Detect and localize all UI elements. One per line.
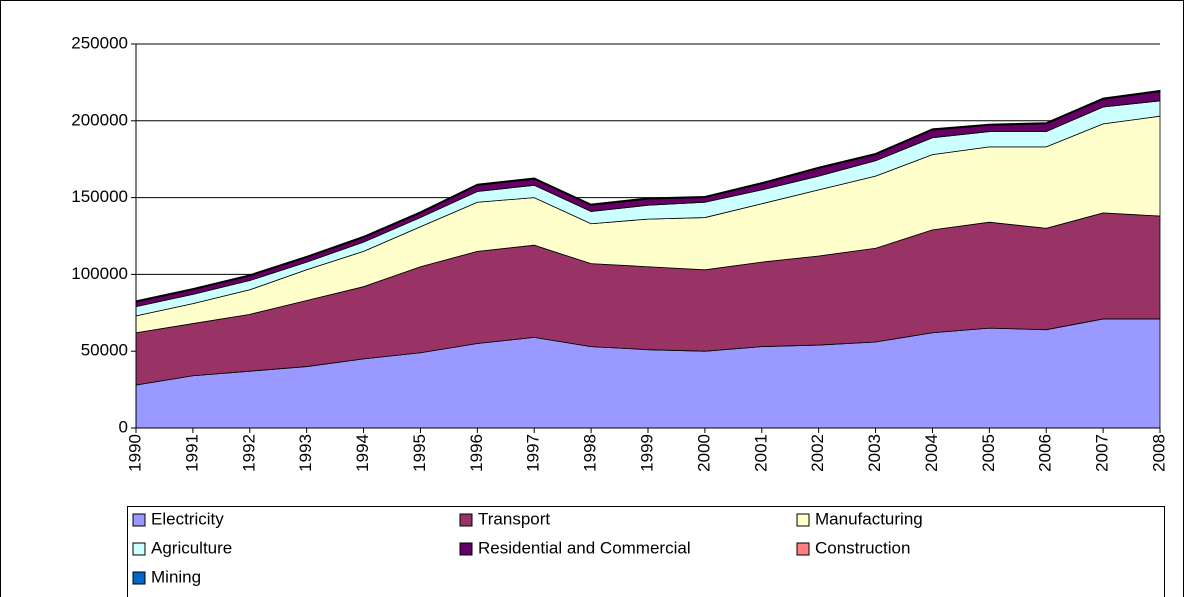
legend-box <box>127 506 1165 597</box>
x-tick-label: 2000 <box>694 434 713 472</box>
legend-swatch <box>459 513 473 527</box>
x-tick-label: 1993 <box>296 434 315 472</box>
x-tick-label: 1991 <box>182 434 201 472</box>
legend-label: Mining <box>151 567 201 586</box>
x-tick-label: 1998 <box>581 434 600 472</box>
x-tick-label: 2004 <box>922 434 941 472</box>
x-tick-label: 2002 <box>808 434 827 472</box>
x-tick-label: 2003 <box>865 434 884 472</box>
x-tick-label: 1994 <box>353 434 372 472</box>
legend-swatch <box>796 513 810 527</box>
legend-swatch <box>459 542 473 556</box>
x-tick-label: 2006 <box>1036 434 1055 472</box>
x-tick-label: 1997 <box>524 434 543 472</box>
x-tick-label: 1995 <box>410 434 429 472</box>
x-tick-label: 2001 <box>751 434 770 472</box>
x-tick-label: 1999 <box>637 434 656 472</box>
x-tick-label: 1996 <box>467 434 486 472</box>
x-tick-label: 2005 <box>979 434 998 472</box>
x-tick-label: 2007 <box>1093 434 1112 472</box>
legend-label: Electricity <box>151 509 224 528</box>
legend-label: Residential and Commercial <box>478 538 691 557</box>
y-tick-label: 200000 <box>71 110 128 129</box>
y-tick-label: 50000 <box>81 341 128 360</box>
x-tick-label: 1990 <box>125 434 144 472</box>
x-tick-label: 2008 <box>1149 434 1168 472</box>
legend-label: Manufacturing <box>815 509 923 528</box>
legend-swatch <box>132 513 146 527</box>
legend-swatch <box>132 571 146 585</box>
legend-label: Transport <box>478 509 550 528</box>
legend-label: Agriculture <box>151 538 232 557</box>
area <box>135 89 1161 302</box>
legend-swatch <box>796 542 810 556</box>
y-tick-label: 100000 <box>71 264 128 283</box>
legend-swatch <box>132 542 146 556</box>
y-tick-label: 0 <box>119 417 128 436</box>
legend-label: Construction <box>815 538 910 557</box>
y-tick-label: 150000 <box>71 187 128 206</box>
x-tick-label: 1992 <box>239 434 258 472</box>
y-tick-label: 250000 <box>71 33 128 52</box>
